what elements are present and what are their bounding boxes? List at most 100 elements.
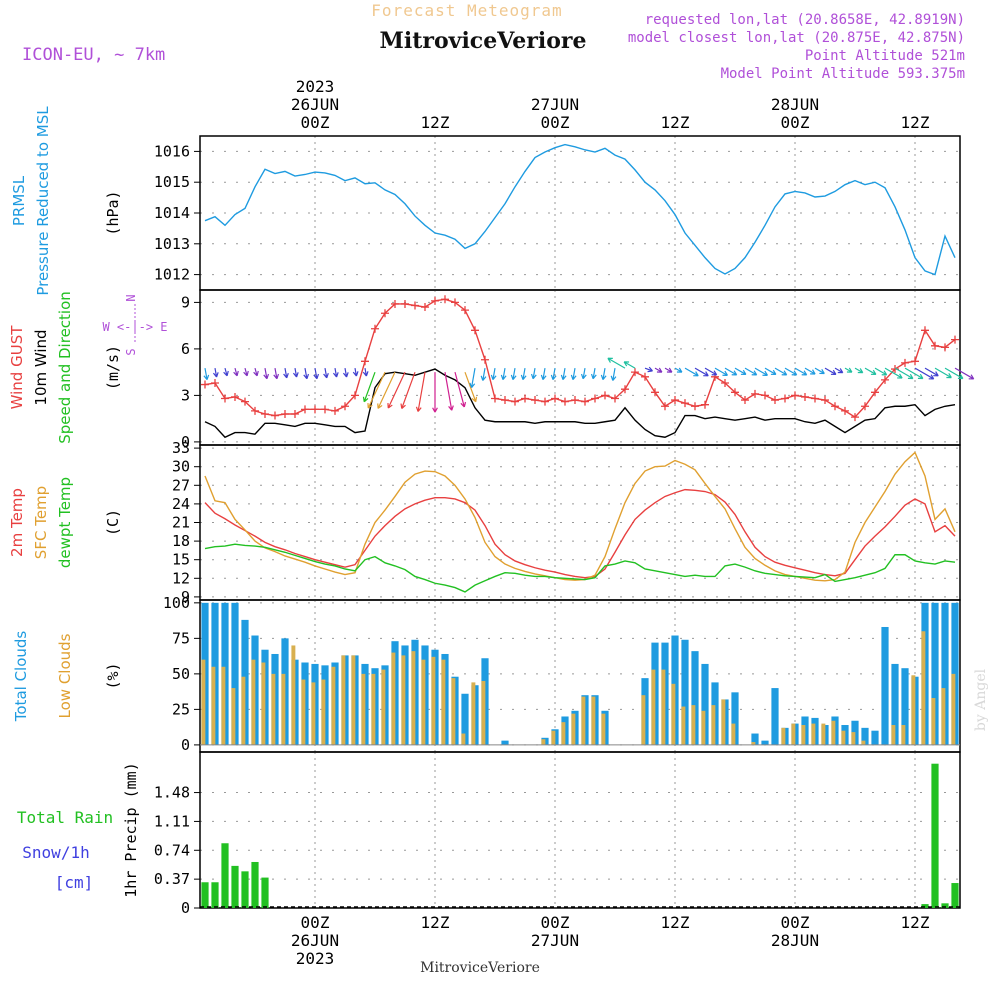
low-cloud-bar	[921, 631, 926, 745]
y-tick-label: 0.74	[154, 841, 190, 859]
gust-marker	[791, 391, 799, 400]
wind-arrow	[600, 368, 607, 381]
panel-label: Speed and Direction	[56, 291, 74, 444]
rain-bar	[941, 903, 949, 908]
panel-0: 1012 1013 1014 1015 1016 (hPa) PRMSL Pressure R…	[10, 106, 961, 296]
gust-marker	[481, 355, 489, 364]
gust-marker	[761, 391, 769, 400]
panel-label: Total Clouds	[12, 631, 30, 723]
wind-arrow	[734, 367, 747, 376]
bottom-time-label: 2023	[296, 949, 335, 968]
wind-arrow	[323, 368, 329, 379]
low-cloud-bar	[931, 698, 936, 745]
wind-arrow	[283, 368, 289, 379]
gust-marker	[951, 335, 959, 344]
low-cloud-bar	[431, 656, 436, 745]
y-tick-label: 1.11	[154, 812, 190, 830]
wind-arrow	[415, 372, 426, 412]
wind-arrow	[804, 367, 816, 375]
total-cloud-bar	[871, 730, 879, 745]
gust-marker	[491, 394, 499, 403]
low-cloud-bar	[451, 678, 456, 745]
wind-arrow	[684, 367, 699, 377]
low-cloud-bar	[891, 725, 896, 745]
wind-arrow	[784, 367, 798, 376]
y-tick-label: 30	[172, 458, 190, 476]
panel-label: 2m Temp	[8, 488, 26, 557]
y-tick-label: 0	[181, 433, 190, 451]
low-cloud-bar	[231, 688, 236, 745]
low-cloud-bar	[711, 705, 716, 745]
watermark: by Angel	[973, 668, 989, 731]
wind-arrow	[362, 368, 369, 377]
precip-label: Total Rain	[17, 808, 113, 827]
top-time-label: 12Z	[421, 113, 450, 132]
y-tick-label: 1014	[154, 204, 190, 222]
gust-marker	[551, 394, 559, 403]
wind-arrow	[342, 368, 349, 378]
gust-marker	[401, 299, 409, 308]
gust-marker	[441, 295, 449, 304]
panel-4: 0 0.37 0.74 1.11 1.48 1hr Precip (mm) Total Ra…	[17, 751, 961, 917]
gust-marker	[771, 396, 779, 405]
model-altitude: Model Point Altitude 593.375m	[721, 66, 965, 82]
bottom-time-label: 00Z	[301, 913, 330, 932]
total-cloud-bar	[751, 733, 759, 745]
low-cloud-bar	[221, 666, 226, 745]
gust-marker	[561, 397, 569, 406]
low-cloud-bar	[671, 683, 676, 745]
bottom-time-label: 28JUN	[771, 931, 819, 950]
y-tick-label: 75	[172, 629, 190, 647]
low-cloud-bar	[351, 655, 356, 745]
gust-marker	[321, 405, 329, 414]
low-cloud-bar	[941, 688, 946, 745]
total-cloud-bar	[771, 688, 779, 745]
wind-arrow	[454, 371, 467, 408]
low-cloud-bar	[441, 659, 446, 745]
gust-marker	[671, 396, 679, 405]
compass-we: W <-|-> E	[102, 320, 167, 334]
low-cloud-bar	[571, 713, 576, 745]
y-tick-label: 6	[181, 340, 190, 358]
panel-3: 0 25 50 75 100 (%) Total Clouds Low Clouds	[12, 594, 961, 754]
low-cloud-bar	[291, 645, 296, 745]
wind-arrow	[362, 371, 376, 403]
gust-marker	[751, 389, 759, 398]
gust-marker	[201, 380, 209, 389]
gust-marker	[601, 391, 609, 400]
low-cloud-bar	[721, 699, 726, 745]
y-tick-label: 9	[181, 293, 190, 311]
low-cloud-bar	[831, 720, 836, 745]
panel-frame	[199, 289, 961, 446]
low-cloud-bar	[201, 659, 206, 745]
pressure-line	[204, 143, 956, 276]
station-title: MitroviceVeriore	[380, 28, 587, 54]
low-cloud-bar	[341, 655, 346, 745]
low-cloud-bar	[391, 652, 396, 745]
gust-marker	[381, 309, 389, 318]
gust-marker	[641, 372, 649, 381]
gust-marker	[541, 397, 549, 406]
top-time-label: 28JUN	[771, 95, 819, 114]
low-cloud-bar	[271, 673, 276, 745]
gust-marker	[901, 358, 909, 367]
top-time-label: 00Z	[301, 113, 330, 132]
wind-arrow	[367, 371, 386, 409]
gust-marker	[211, 379, 219, 387]
gust-marker	[371, 324, 379, 333]
y-tick-label: 1.48	[154, 784, 190, 802]
wind-arrow	[894, 367, 914, 380]
panel-label: 10m Wind	[32, 329, 50, 405]
wind-arrow	[644, 366, 653, 373]
y-tick-label: 18	[172, 532, 190, 550]
gust-marker	[341, 402, 349, 411]
wind-arrow	[704, 367, 718, 376]
y-tick-label: 0	[181, 899, 190, 917]
panel-frame	[199, 751, 961, 909]
wind-arrow	[570, 368, 577, 381]
gust-marker	[841, 406, 849, 415]
gust-marker	[271, 411, 279, 420]
gust-marker	[921, 326, 929, 335]
low-cloud-bar	[811, 723, 816, 745]
